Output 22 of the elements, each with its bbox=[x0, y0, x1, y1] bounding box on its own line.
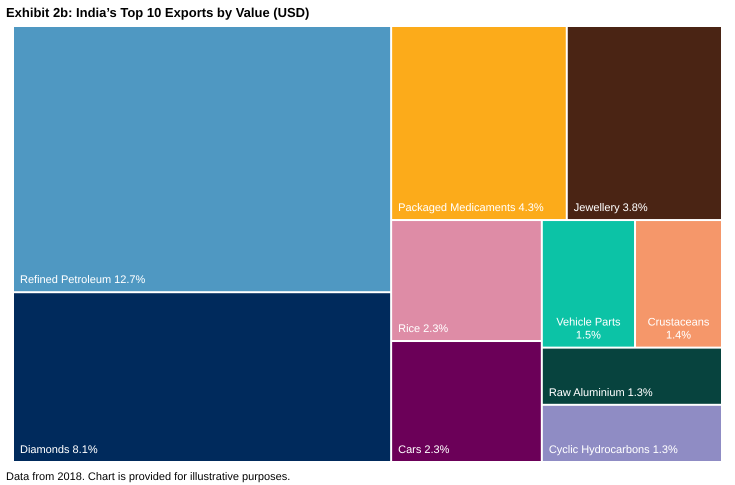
data-label: 3.8% bbox=[622, 202, 648, 214]
data-label: 4.3% bbox=[518, 202, 544, 214]
category-label: Raw Aluminium bbox=[548, 386, 625, 399]
category-label: Packaged Medicaments bbox=[398, 202, 516, 214]
text: Data from 2018. Chart is provided for illustrative purposes. bbox=[6, 471, 290, 483]
category-label: Rice bbox=[398, 323, 420, 336]
category-label: Crustaceans bbox=[648, 316, 710, 329]
data-label: 1.4% bbox=[666, 330, 692, 342]
data-label: 1.5% bbox=[576, 330, 602, 342]
category-label: Cyclic Hydrocarbons bbox=[548, 444, 650, 456]
category-label: Cars bbox=[398, 444, 422, 456]
data-label: 1.3% bbox=[652, 444, 678, 456]
data-label: 8.1% bbox=[72, 444, 98, 456]
data-label: 1.3% bbox=[628, 386, 653, 399]
text: Exhibit 2b: India’s Top 10 Exports by Value (USD) bbox=[6, 5, 310, 20]
data-label: 2.3% bbox=[423, 323, 448, 336]
data-label: 2.3% bbox=[424, 444, 450, 456]
data-label: 12.7% bbox=[114, 274, 146, 286]
category-label: Jewellery bbox=[574, 202, 620, 214]
category-label: Diamonds bbox=[20, 444, 70, 456]
category-label: Refined Petroleum bbox=[20, 274, 112, 286]
category-label: Vehicle Parts bbox=[556, 316, 622, 329]
